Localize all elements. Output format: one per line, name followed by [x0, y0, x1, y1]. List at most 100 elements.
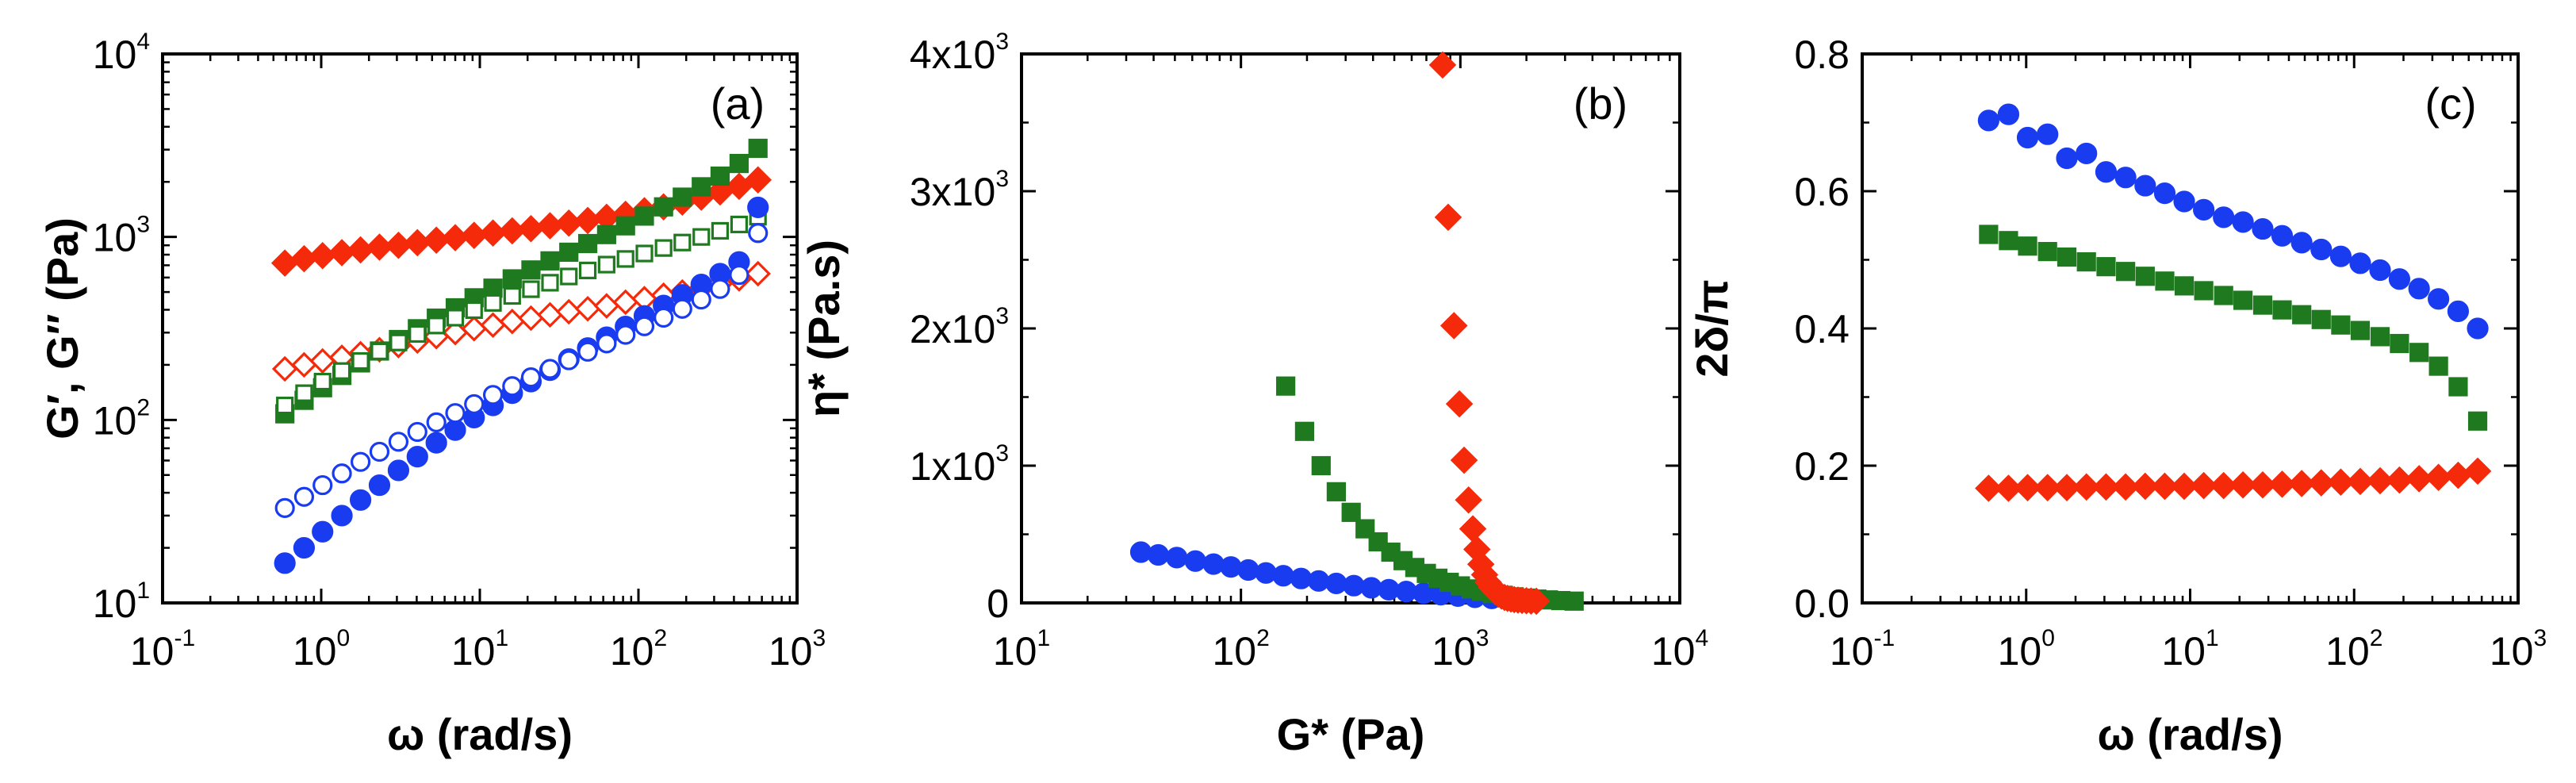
- tick-exponent: 3: [1476, 625, 1489, 651]
- panel-label: (c): [2425, 79, 2476, 129]
- tick-base: 10: [993, 629, 1037, 674]
- data-point: [692, 177, 711, 197]
- data-point: [2386, 466, 2413, 494]
- data-point: [2290, 232, 2313, 254]
- data-point: [2233, 290, 2253, 310]
- data-point: [2444, 461, 2472, 489]
- tick-exponent: 2: [1256, 625, 1270, 651]
- data-point: [748, 138, 768, 159]
- data-point: [2114, 167, 2137, 189]
- data-point: [654, 307, 674, 328]
- data-point: [502, 269, 522, 289]
- data-point: [444, 419, 466, 441]
- data-point: [747, 196, 769, 219]
- panel-label: (a): [711, 79, 765, 129]
- data-point: [482, 385, 504, 405]
- data-point: [295, 384, 313, 402]
- tick-exponent: 4: [136, 29, 150, 55]
- x-tick-label: 10-1: [1830, 625, 1895, 674]
- tick-base: 10: [93, 581, 137, 626]
- data-point: [276, 396, 294, 415]
- data-point: [1979, 225, 1999, 244]
- data-point: [710, 278, 730, 299]
- data-point: [370, 342, 389, 360]
- data-point: [2252, 217, 2274, 240]
- data-point: [312, 520, 334, 543]
- data-point: [309, 347, 335, 374]
- data-point: [691, 289, 711, 310]
- data-point: [1341, 502, 1361, 522]
- data-point: [2214, 286, 2233, 305]
- data-point: [1999, 231, 2018, 251]
- data-point: [612, 289, 638, 316]
- data-point: [425, 432, 447, 454]
- data-point: [1378, 578, 1400, 601]
- data-point: [1450, 446, 1478, 474]
- data-point: [2194, 281, 2214, 301]
- plot-frame: [1861, 52, 2520, 605]
- data-point: [1434, 203, 1462, 232]
- data-point: [332, 362, 351, 380]
- data-point: [1276, 376, 1296, 396]
- data-point: [1522, 587, 1551, 616]
- data-point: [2174, 276, 2195, 296]
- data-point: [518, 305, 544, 332]
- data-point: [1564, 591, 1584, 611]
- x-tick-label: 104: [1651, 625, 1708, 674]
- data-point: [293, 486, 315, 507]
- tick-exponent: 1: [1037, 625, 1050, 651]
- data-point: [2271, 225, 2294, 247]
- data-point: [2248, 470, 2277, 499]
- data-point: [407, 421, 427, 443]
- tick-base: 0.6: [1794, 170, 1850, 214]
- data-point: [1326, 482, 1346, 501]
- tick-exponent: 0: [336, 625, 350, 651]
- data-point: [1975, 474, 2003, 502]
- tick-exponent: 3: [995, 440, 1009, 466]
- tick-exponent: 2: [2370, 625, 2383, 651]
- data-point: [2307, 469, 2336, 497]
- tick-exponent: 1: [495, 625, 508, 651]
- data-point: [369, 441, 390, 463]
- tick-base: 10: [93, 398, 137, 443]
- data-point: [541, 274, 559, 292]
- tick-exponent: 0: [2041, 625, 2055, 651]
- data-point: [1343, 574, 1365, 597]
- data-point: [2310, 238, 2333, 261]
- data-point: [313, 372, 332, 391]
- data-point: [2349, 252, 2371, 274]
- data-point: [1360, 577, 1382, 599]
- y-axis-label: G′, G″ (Pa): [37, 217, 87, 439]
- data-point: [2037, 242, 2057, 262]
- data-point: [2366, 466, 2394, 495]
- data-point: [480, 312, 506, 338]
- data-point: [332, 463, 352, 484]
- data-point: [2408, 278, 2430, 300]
- data-point: [635, 244, 654, 263]
- data-point: [2096, 257, 2116, 277]
- data-point: [2170, 472, 2198, 501]
- data-point: [2292, 305, 2312, 324]
- data-point: [1272, 565, 1294, 587]
- tick-base: 10: [1998, 629, 2042, 674]
- data-point: [2131, 472, 2160, 501]
- x-tick-label: 101: [993, 625, 1050, 674]
- x-tick-label: 103: [2490, 625, 2547, 674]
- data-point: [615, 324, 636, 345]
- y-tick-label: 104: [93, 29, 150, 77]
- data-point: [312, 474, 333, 496]
- tick-base: 10: [610, 629, 654, 674]
- tick-base: 4x10: [910, 33, 995, 77]
- y-tick-label: 101: [93, 578, 150, 626]
- data-point: [2463, 457, 2492, 486]
- data-point: [2134, 175, 2156, 197]
- data-point: [1311, 455, 1331, 476]
- data-point: [445, 403, 466, 424]
- data-point: [574, 295, 601, 322]
- tick-base: 10: [1432, 629, 1476, 674]
- data-point: [465, 301, 483, 320]
- data-point: [2076, 251, 2096, 272]
- data-point: [615, 216, 635, 236]
- data-point: [2076, 142, 2098, 165]
- data-point: [2447, 300, 2470, 322]
